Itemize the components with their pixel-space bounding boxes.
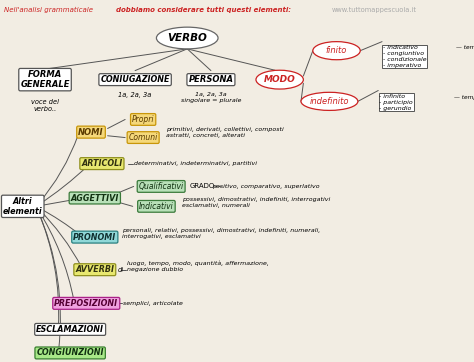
Text: www.tuttomappescuola.it: www.tuttomappescuola.it bbox=[332, 7, 417, 13]
Text: Comuni: Comuni bbox=[128, 133, 158, 142]
Ellipse shape bbox=[313, 42, 360, 60]
Text: Propri: Propri bbox=[132, 115, 155, 124]
Text: ESCLAMAZIONI: ESCLAMAZIONI bbox=[36, 325, 104, 334]
Text: indefinito: indefinito bbox=[310, 97, 349, 106]
Text: Indicativi: Indicativi bbox=[139, 202, 174, 211]
Text: voce del
verbo..: voce del verbo.. bbox=[31, 99, 59, 112]
Text: 1a, 2a, 3a
singolare = plurale: 1a, 2a, 3a singolare = plurale bbox=[181, 92, 241, 103]
Ellipse shape bbox=[301, 92, 358, 110]
Text: luogo, tempo, modo, quantità, affermazione,
negazione dubbio: luogo, tempo, modo, quantità, affermazio… bbox=[127, 260, 269, 272]
Text: PRONOMI: PRONOMI bbox=[73, 233, 117, 241]
Text: positivo, comparativo, superlativo: positivo, comparativo, superlativo bbox=[212, 184, 320, 189]
Text: 1a, 2a, 3a: 1a, 2a, 3a bbox=[118, 92, 152, 98]
Text: MODO: MODO bbox=[264, 75, 295, 84]
Text: dobbiamo considerare tutti questi elementi:: dobbiamo considerare tutti questi elemen… bbox=[116, 7, 291, 13]
Text: - indicativo
- congiuntivo
- condizionale
- imperativo: - indicativo - congiuntivo - condizional… bbox=[383, 45, 427, 68]
Text: semplici, articolate: semplici, articolate bbox=[123, 301, 183, 306]
Text: FORMA
GENERALE: FORMA GENERALE bbox=[20, 70, 70, 89]
Text: - infinito
- participio
- gerundio: - infinito - participio - gerundio bbox=[379, 94, 413, 111]
Text: AGGETTIVI: AGGETTIVI bbox=[71, 194, 119, 202]
Text: finito: finito bbox=[326, 46, 347, 55]
Text: Nell'analisi grammaticale: Nell'analisi grammaticale bbox=[4, 7, 95, 13]
Text: ARTICOLI: ARTICOLI bbox=[81, 159, 123, 168]
Text: CONGIUNZIONI: CONGIUNZIONI bbox=[36, 349, 104, 357]
Ellipse shape bbox=[156, 27, 218, 49]
Text: GRADO—: GRADO— bbox=[190, 184, 222, 189]
Text: Altri
elementi: Altri elementi bbox=[3, 197, 43, 216]
Text: di: di bbox=[118, 267, 124, 273]
Text: VERBO: VERBO bbox=[167, 33, 207, 43]
Text: PERSONA: PERSONA bbox=[189, 75, 233, 84]
Text: PREPOSIZIONI: PREPOSIZIONI bbox=[54, 299, 118, 308]
Text: Qualificativi: Qualificativi bbox=[138, 182, 184, 191]
Ellipse shape bbox=[256, 70, 303, 89]
Text: personali, relativi, possessivi, dimostrativi, indefiniti, numerali,
interrogati: personali, relativi, possessivi, dimostr… bbox=[122, 228, 320, 239]
Text: primitivi, derivati, collettivi, composti
astratti, concreti, alterati: primitivi, derivati, collettivi, compost… bbox=[166, 127, 283, 138]
Text: CONIUGAZIONE: CONIUGAZIONE bbox=[100, 75, 170, 84]
Text: determinativi, indeterminativi, partitivi: determinativi, indeterminativi, partitiv… bbox=[134, 161, 257, 166]
Text: AVVERBI: AVVERBI bbox=[75, 265, 114, 274]
Text: — tempo..: — tempo.. bbox=[454, 95, 474, 100]
Text: NOMI: NOMI bbox=[78, 128, 104, 136]
Text: — tempo..: — tempo.. bbox=[456, 45, 474, 50]
Text: possessivi, dimostrativi, indefiniti, interrogativi
esclamativi, numerali: possessivi, dimostrativi, indefiniti, in… bbox=[182, 197, 331, 208]
